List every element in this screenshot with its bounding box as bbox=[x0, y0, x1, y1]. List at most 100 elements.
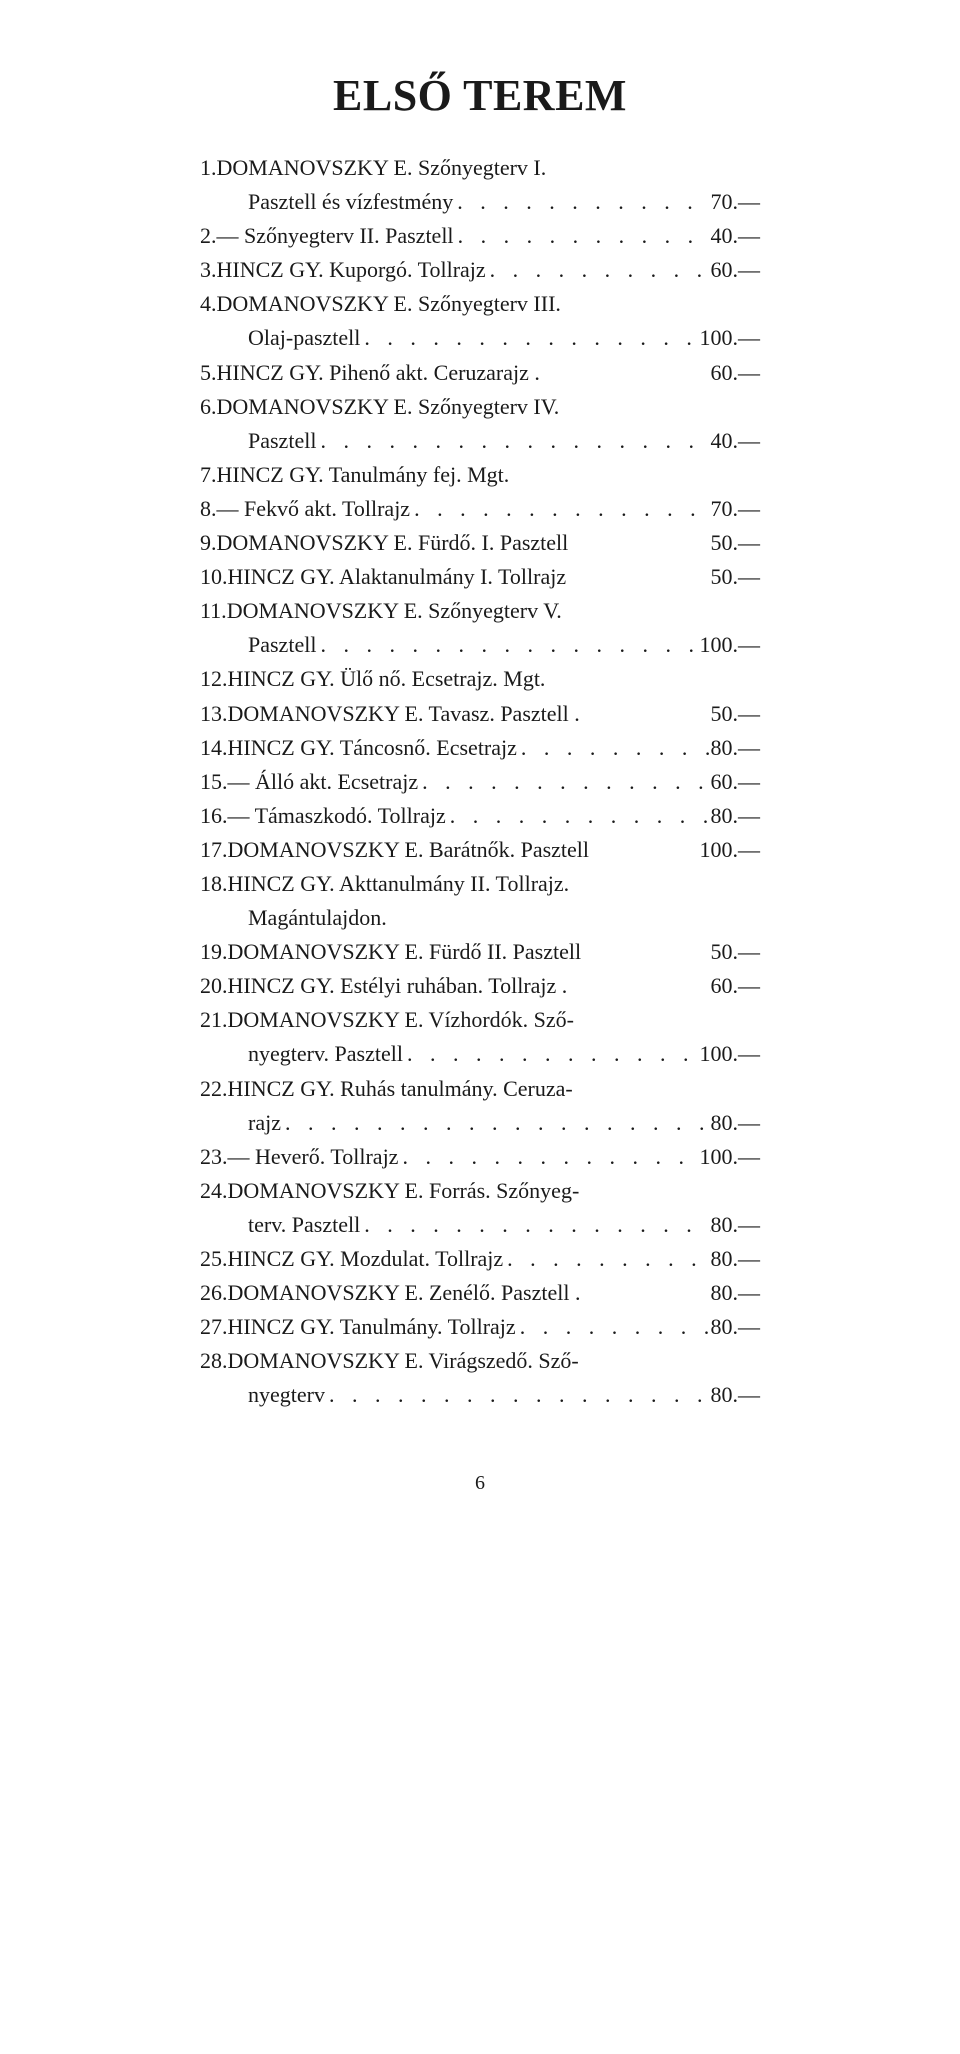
entry-description: Pasztell és vízfestmény bbox=[200, 185, 453, 219]
catalog-entry-line: 8. — Fekvő akt. Tollrajz . . . . . . . .… bbox=[200, 492, 760, 526]
dot-leader: . . . . . . . . . . . . . . . . . . . . … bbox=[325, 1378, 711, 1412]
entry-description: HINCZ GY. Tanulmány fej. Mgt. bbox=[217, 458, 510, 492]
entry-description: HINCZ GY. Ülő nő. Ecsetrajz. Mgt. bbox=[228, 662, 546, 696]
catalog-entry-line: 7. HINCZ GY. Tanulmány fej. Mgt. bbox=[200, 458, 760, 492]
entry-description: DOMANOVSZKY E. Fürdő II. Pasztell bbox=[228, 935, 582, 969]
page-title: ELSŐ TEREM bbox=[200, 70, 760, 121]
catalog-entry-line: 11. DOMANOVSZKY E. Szőnyegterv V. bbox=[200, 594, 760, 628]
entry-number: 25. bbox=[200, 1242, 228, 1276]
catalog-list: 1. DOMANOVSZKY E. Szőnyegterv I.Pasztell… bbox=[200, 151, 760, 1412]
dot-leader: . . . . . . . . . . . . . . . . . . . . … bbox=[453, 185, 710, 219]
entry-price: 80.— bbox=[711, 1242, 761, 1276]
entry-price: 80.— bbox=[711, 731, 761, 765]
entry-price: 70.— bbox=[711, 492, 761, 526]
catalog-entry-line: 24. DOMANOVSZKY E. Forrás. Szőnyeg- bbox=[200, 1174, 760, 1208]
catalog-entry-line: 5. HINCZ GY. Pihenő akt. Ceruzarajz .60.… bbox=[200, 356, 760, 390]
entry-number: 5. bbox=[200, 356, 217, 390]
dot-leader: . . . . . . . . . . . . . . . . . . . . … bbox=[316, 424, 710, 458]
catalog-entry-line: Pasztell és vízfestmény . . . . . . . . … bbox=[200, 185, 760, 219]
entry-price: 50.— bbox=[711, 935, 761, 969]
entry-number: 17. bbox=[200, 833, 228, 867]
entry-price: 60.— bbox=[711, 969, 761, 1003]
catalog-entry-line: Magántulajdon. bbox=[200, 901, 760, 935]
entry-number: 13. bbox=[200, 697, 228, 731]
catalog-entry-line: Pasztell . . . . . . . . . . . . . . . .… bbox=[200, 424, 760, 458]
dot-leader: . . . . . . . . . . . . . . . . . . . . … bbox=[517, 731, 711, 765]
catalog-entry-line: 22. HINCZ GY. Ruhás tanulmány. Ceruza- bbox=[200, 1072, 760, 1106]
entry-description: HINCZ GY. Pihenő akt. Ceruzarajz . bbox=[217, 356, 540, 390]
entry-number: 7. bbox=[200, 458, 217, 492]
entry-price: 40.— bbox=[711, 219, 761, 253]
catalog-entry-line: 6. DOMANOVSZKY E. Szőnyegterv IV. bbox=[200, 390, 760, 424]
entry-description: terv. Pasztell bbox=[200, 1208, 360, 1242]
entry-description: Olaj-pasztell bbox=[200, 321, 360, 355]
entry-description: HINCZ GY. Tanulmány. Tollrajz bbox=[228, 1310, 516, 1344]
entry-number: 9. bbox=[200, 526, 217, 560]
entry-description: DOMANOVSZKY E. Barátnők. Pasztell bbox=[228, 833, 590, 867]
catalog-entry-line: 26. DOMANOVSZKY E. Zenélő. Pasztell .80.… bbox=[200, 1276, 760, 1310]
catalog-entry-line: Olaj-pasztell . . . . . . . . . . . . . … bbox=[200, 321, 760, 355]
dot-leader: . . . . . . . . . . . . . . . . . . . . … bbox=[281, 1106, 711, 1140]
entry-price: 80.— bbox=[711, 1208, 761, 1242]
entry-description: DOMANOVSZKY E. Szőnyegterv III. bbox=[217, 287, 561, 321]
entry-description: HINCZ GY. Estélyi ruhában. Tollrajz . bbox=[228, 969, 568, 1003]
entry-price: 100.— bbox=[700, 321, 761, 355]
catalog-entry-line: 3. HINCZ GY. Kuporgó. Tollrajz . . . . .… bbox=[200, 253, 760, 287]
entry-description: HINCZ GY. Táncosnő. Ecsetrajz bbox=[228, 731, 517, 765]
entry-description: DOMANOVSZKY E. Fürdő. I. Pasztell bbox=[217, 526, 569, 560]
entry-price: 100.— bbox=[700, 628, 761, 662]
dot-leader: . . . . . . . . . . . . . . . . . . . . … bbox=[398, 1140, 699, 1174]
catalog-entry-line: 21. DOMANOVSZKY E. Vízhordók. Sző- bbox=[200, 1003, 760, 1037]
entry-number: 3. bbox=[200, 253, 217, 287]
catalog-entry-line: 1. DOMANOVSZKY E. Szőnyegterv I. bbox=[200, 151, 760, 185]
entry-number: 19. bbox=[200, 935, 228, 969]
entry-price: 100.— bbox=[700, 1140, 761, 1174]
entry-price: 60.— bbox=[711, 765, 761, 799]
entry-number: 18. bbox=[200, 867, 228, 901]
catalog-entry-line: 16. — Támaszkodó. Tollrajz . . . . . . .… bbox=[200, 799, 760, 833]
entry-number: 27. bbox=[200, 1310, 228, 1344]
entry-price: 50.— bbox=[711, 526, 761, 560]
dot-leader: . . . . . . . . . . . . . . . . . . . . … bbox=[360, 1208, 710, 1242]
catalog-entry-line: 28. DOMANOVSZKY E. Virágszedő. Sző- bbox=[200, 1344, 760, 1378]
catalog-entry-line: 25. HINCZ GY. Mozdulat. Tollrajz . . . .… bbox=[200, 1242, 760, 1276]
entry-number: 12. bbox=[200, 662, 228, 696]
entry-description: HINCZ GY. Ruhás tanulmány. Ceruza- bbox=[228, 1072, 573, 1106]
entry-description: Pasztell bbox=[200, 628, 316, 662]
entry-number: 4. bbox=[200, 287, 217, 321]
entry-description: DOMANOVSZKY E. Forrás. Szőnyeg- bbox=[228, 1174, 580, 1208]
entry-description: DOMANOVSZKY E. Szőnyegterv I. bbox=[217, 151, 547, 185]
entry-number: 1. bbox=[200, 151, 217, 185]
dot-leader: . . . . . . . . . . . . . . . . . . . . … bbox=[360, 321, 699, 355]
entry-price: 80.— bbox=[711, 799, 761, 833]
page-number: 6 bbox=[200, 1472, 760, 1495]
dot-leader: . . . . . . . . . . . . . . . . . . . . … bbox=[516, 1310, 711, 1344]
entry-description: Pasztell bbox=[200, 424, 316, 458]
catalog-entry-line: 20. HINCZ GY. Estélyi ruhában. Tollrajz … bbox=[200, 969, 760, 1003]
entry-description: — Támaszkodó. Tollrajz bbox=[228, 799, 446, 833]
catalog-entry-line: 23. — Heverő. Tollrajz . . . . . . . . .… bbox=[200, 1140, 760, 1174]
entry-number: 20. bbox=[200, 969, 228, 1003]
entry-number: 6. bbox=[200, 390, 217, 424]
document-page: ELSŐ TEREM 1. DOMANOVSZKY E. Szőnyegterv… bbox=[100, 0, 860, 1555]
entry-number: 23. bbox=[200, 1140, 228, 1174]
entry-description: HINCZ GY. Kuporgó. Tollrajz bbox=[217, 253, 486, 287]
catalog-entry-line: rajz . . . . . . . . . . . . . . . . . .… bbox=[200, 1106, 760, 1140]
dot-leader: . . . . . . . . . . . . . . . . . . . . … bbox=[446, 799, 711, 833]
entry-number: 10. bbox=[200, 560, 228, 594]
entry-number: 15. bbox=[200, 765, 228, 799]
entry-price: 80.— bbox=[711, 1310, 761, 1344]
catalog-entry-line: 12. HINCZ GY. Ülő nő. Ecsetrajz. Mgt. bbox=[200, 662, 760, 696]
dot-leader: . . . . . . . . . . . . . . . . . . . . … bbox=[316, 628, 699, 662]
entry-description: DOMANOVSZKY E. Vízhordók. Sző- bbox=[228, 1003, 574, 1037]
catalog-entry-line: 18. HINCZ GY. Akttanulmány II. Tollrajz. bbox=[200, 867, 760, 901]
entry-number: 21. bbox=[200, 1003, 228, 1037]
catalog-entry-line: 9. DOMANOVSZKY E. Fürdő. I. Pasztell 50.— bbox=[200, 526, 760, 560]
entry-price: 100.— bbox=[700, 833, 761, 867]
entry-description: DOMANOVSZKY E. Szőnyegterv V. bbox=[227, 594, 562, 628]
dot-leader: . . . . . . . . . . . . . . . . . . . . … bbox=[486, 253, 711, 287]
entry-price: 80.— bbox=[711, 1276, 761, 1310]
catalog-entry-line: 10. HINCZ GY. Alaktanulmány I. Tollrajz5… bbox=[200, 560, 760, 594]
entry-description: DOMANOVSZKY E. Tavasz. Pasztell . bbox=[228, 697, 580, 731]
entry-description: — Álló akt. Ecsetrajz bbox=[228, 765, 419, 799]
